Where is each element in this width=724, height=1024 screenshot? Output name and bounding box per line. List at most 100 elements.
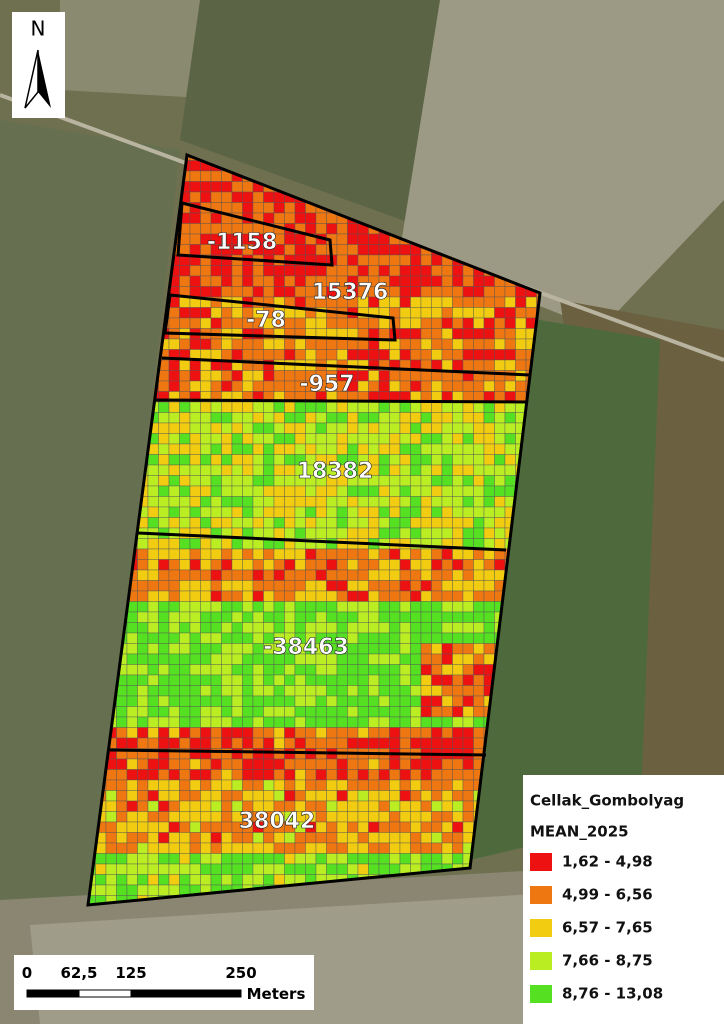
raster-cell — [462, 559, 474, 571]
raster-cell — [221, 653, 233, 665]
raster-cell — [305, 590, 317, 602]
raster-cell — [200, 632, 212, 644]
raster-cell — [336, 622, 348, 634]
raster-cell — [315, 779, 327, 791]
raster-cell — [210, 632, 222, 644]
raster-cell — [336, 811, 348, 823]
raster-cell — [473, 737, 485, 749]
raster-cell — [315, 443, 327, 455]
raster-cell — [368, 517, 380, 529]
raster-cell — [368, 821, 380, 833]
raster-cell — [168, 496, 180, 508]
raster-cell — [378, 527, 390, 539]
raster-cell — [326, 265, 338, 277]
zone-boundaries — [86, 152, 542, 907]
raster-cell — [347, 496, 359, 508]
raster-cell — [189, 653, 201, 665]
raster-cell — [221, 433, 233, 445]
raster-cell — [147, 611, 159, 623]
raster-cell — [179, 590, 191, 602]
raster-cell — [462, 349, 474, 361]
raster-cell — [368, 590, 380, 602]
raster-cell — [294, 737, 306, 749]
raster-cell — [284, 454, 296, 466]
raster-cell — [242, 590, 254, 602]
raster-cell — [158, 769, 170, 781]
raster-cell — [410, 496, 422, 508]
raster-cell — [336, 821, 348, 833]
raster-cell — [399, 338, 411, 350]
raster-cell — [462, 401, 474, 413]
raster-cell — [326, 769, 338, 781]
raster-cell — [315, 674, 327, 686]
raster-cell — [273, 286, 285, 298]
raster-cell — [483, 412, 495, 424]
raster-cell — [147, 737, 159, 749]
raster-cell — [158, 674, 170, 686]
raster-cell — [378, 727, 390, 739]
raster-cell — [431, 853, 443, 865]
raster-cell — [242, 496, 254, 508]
raster-cell — [462, 685, 474, 697]
raster-cell — [168, 569, 180, 581]
raster-cell — [473, 569, 485, 581]
raster-cell — [326, 580, 338, 592]
raster-cell — [179, 653, 191, 665]
raster-cell — [294, 496, 306, 508]
raster-cell — [284, 685, 296, 697]
raster-cell — [389, 832, 401, 844]
raster-cell — [504, 307, 516, 319]
raster-cell — [305, 695, 317, 707]
raster-cell — [242, 506, 254, 518]
raster-cell — [347, 433, 359, 445]
raster-cell — [221, 538, 233, 550]
raster-cell — [378, 622, 390, 634]
raster-cell — [315, 800, 327, 812]
raster-cell — [368, 863, 380, 875]
raster-cell — [189, 244, 201, 256]
raster-cell — [525, 296, 537, 308]
raster-cell — [315, 590, 327, 602]
raster-cell — [263, 674, 275, 686]
raster-cell — [410, 758, 422, 770]
raster-cell — [252, 338, 264, 350]
raster-cell — [347, 832, 359, 844]
raster-cell — [420, 275, 432, 287]
raster-cell — [189, 695, 201, 707]
raster-cell — [179, 790, 191, 802]
raster-cell — [410, 527, 422, 539]
raster-cell — [210, 317, 222, 329]
raster-cell — [210, 496, 222, 508]
raster-cell — [326, 317, 338, 329]
raster-cell — [347, 601, 359, 613]
raster-cell — [210, 842, 222, 854]
raster-cell — [168, 811, 180, 823]
raster-cell — [126, 790, 138, 802]
raster-cell — [221, 506, 233, 518]
raster-cell — [231, 853, 243, 865]
raster-cell — [336, 233, 348, 245]
zone-label: 38042 — [239, 809, 316, 834]
raster-cell — [515, 317, 527, 329]
raster-cell — [420, 821, 432, 833]
raster-cell — [378, 769, 390, 781]
raster-cell — [242, 737, 254, 749]
raster-cell — [242, 790, 254, 802]
raster-cell — [357, 548, 369, 560]
raster-cell — [200, 496, 212, 508]
raster-cell — [473, 412, 485, 424]
raster-cell — [231, 317, 243, 329]
raster-cell — [368, 611, 380, 623]
raster-cell — [147, 779, 159, 791]
raster-cell — [179, 233, 191, 245]
raster-cell — [158, 538, 170, 550]
raster-cell — [378, 643, 390, 655]
raster-cell — [252, 443, 264, 455]
raster-cell — [147, 842, 159, 854]
raster-cell — [410, 380, 422, 392]
raster-cell — [357, 643, 369, 655]
raster-cell — [420, 653, 432, 665]
raster-cell — [378, 695, 390, 707]
raster-cell — [357, 674, 369, 686]
raster-cell — [179, 611, 191, 623]
